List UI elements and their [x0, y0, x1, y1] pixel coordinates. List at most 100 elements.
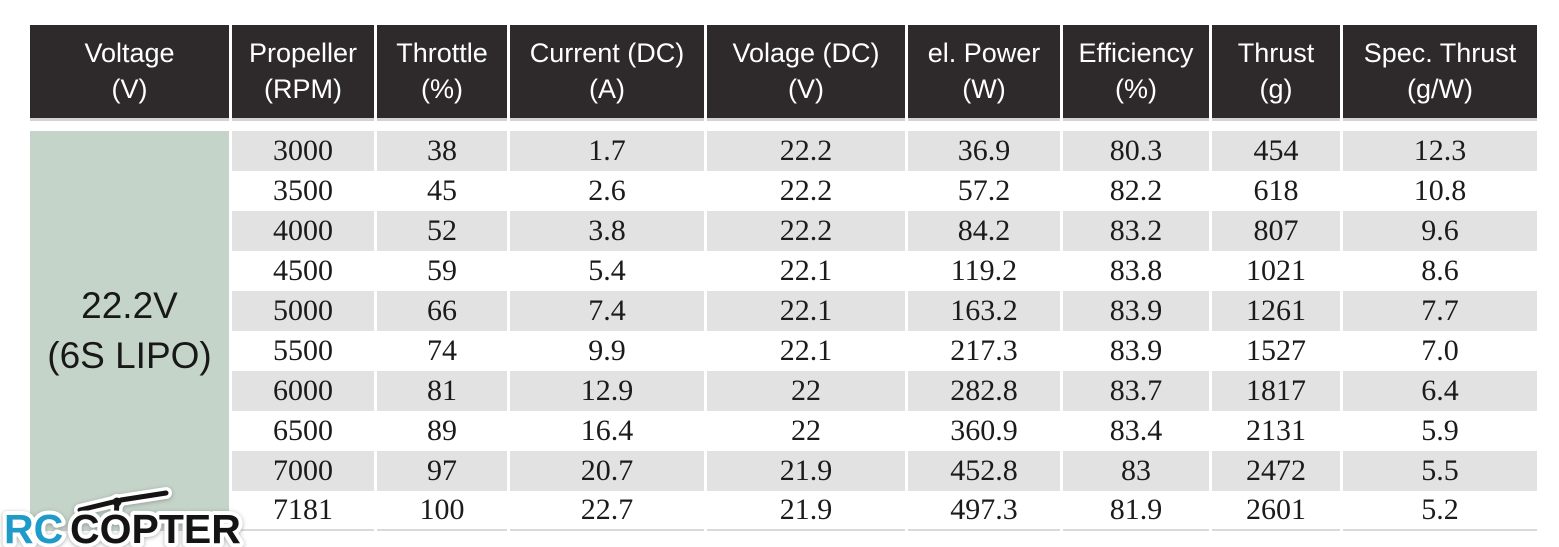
table-cell: 5.4: [510, 251, 704, 291]
header-label: Efficiency: [1078, 37, 1194, 68]
logo-text-copter: COPTER: [70, 506, 241, 547]
table-cell: 21.9: [707, 491, 905, 531]
table-cell: 84.2: [908, 211, 1060, 251]
table-cell: 1817: [1212, 371, 1340, 411]
table-cell: 5.2: [1343, 491, 1537, 531]
table-cell: 83.7: [1063, 371, 1209, 411]
table-cell: 57.2: [908, 171, 1060, 211]
table-cell: 5500: [232, 331, 374, 371]
table-cell: 36.9: [908, 131, 1060, 171]
table-cell: 360.9: [908, 411, 1060, 451]
table-cell: 83.9: [1063, 291, 1209, 331]
table-cell: 163.2: [908, 291, 1060, 331]
helicopter-rotor-icon: [74, 487, 172, 525]
table-row: 7181 100 22.7 21.9 497.3 81.9 2601 5.2: [30, 491, 1537, 531]
table-cell: 3000: [232, 131, 374, 171]
table-cell: 83: [1063, 451, 1209, 491]
table-cell: 2.6: [510, 171, 704, 211]
header-el-power: el. Power (W): [908, 25, 1060, 121]
table-row: 4000 52 3.8 22.2 84.2 83.2 807 9.6: [30, 211, 1537, 251]
table-cell: 81.9: [1063, 491, 1209, 531]
table-cell: 1527: [1212, 331, 1340, 371]
table-cell: 52: [377, 211, 507, 251]
table-cell: 7.0: [1343, 331, 1537, 371]
header-label: Voltage: [84, 37, 175, 68]
table-cell: 119.2: [908, 251, 1060, 291]
table-cell: 100: [377, 491, 507, 531]
motor-thrust-table: Voltage (V) Propeller (RPM) Throttle (%) Cu…: [27, 25, 1540, 531]
table-cell: 12.9: [510, 371, 704, 411]
table-row: 5000 66 7.4 22.1 163.2 83.9 1261 7.7: [30, 291, 1537, 331]
header-voltage: Voltage (V): [30, 25, 229, 121]
header-current: Current (DC) (A): [510, 25, 704, 121]
table-row: 4500 59 5.4 22.1 119.2 83.8 1021 8.6: [30, 251, 1537, 291]
header-throttle: Throttle (%): [377, 25, 507, 121]
header-unit: (%): [1115, 73, 1157, 104]
table-cell: 80.3: [1063, 131, 1209, 171]
table-cell: 454: [1212, 131, 1340, 171]
table-cell: 22.1: [707, 331, 905, 371]
table-cell: 22.1: [707, 291, 905, 331]
table-cell: 89: [377, 411, 507, 451]
table-cell: 217.3: [908, 331, 1060, 371]
table-cell: 7000: [232, 451, 374, 491]
table-row: 6000 81 12.9 22 282.8 83.7 1817 6.4: [30, 371, 1537, 411]
table-cell: 21.9: [707, 451, 905, 491]
table-row: 7000 97 20.7 21.9 452.8 83 2472 5.5: [30, 451, 1537, 491]
table-cell: 7181: [232, 491, 374, 531]
table-cell: 97: [377, 451, 507, 491]
table-cell: 82.2: [1063, 171, 1209, 211]
table-cell: 2472: [1212, 451, 1340, 491]
table-cell: 9.9: [510, 331, 704, 371]
table-cell: 83.8: [1063, 251, 1209, 291]
voltage-group-cell: 22.2V (6S LIPO): [30, 131, 229, 531]
table-cell: 6000: [232, 371, 374, 411]
voltage-value: 22.2V: [81, 285, 178, 327]
header-row: Voltage (V) Propeller (RPM) Throttle (%) Cu…: [30, 25, 1537, 121]
table-cell: 16.4: [510, 411, 704, 451]
header-label: Current (DC): [529, 37, 685, 68]
header-unit: (V): [788, 73, 824, 104]
table-cell: 22.2: [707, 171, 905, 211]
table-row: 6500 89 16.4 22 360.9 83.4 2131 5.9: [30, 411, 1537, 451]
header-unit: (A): [589, 73, 625, 104]
table-cell: 618: [1212, 171, 1340, 211]
table-cell: 2131: [1212, 411, 1340, 451]
table-cell: 22: [707, 371, 905, 411]
table-cell: 83.4: [1063, 411, 1209, 451]
table-cell: 7.7: [1343, 291, 1537, 331]
table-cell: 59: [377, 251, 507, 291]
table-cell: 81: [377, 371, 507, 411]
table-cell: 22: [707, 411, 905, 451]
header-label: Propeller: [248, 37, 358, 68]
header-unit: (%): [421, 73, 463, 104]
table-cell: 807: [1212, 211, 1340, 251]
table-row: 3500 45 2.6 22.2 57.2 82.2 618 10.8: [30, 171, 1537, 211]
header-unit: (V): [111, 73, 148, 104]
header-unit: (g): [1259, 73, 1293, 104]
header-label: Spec. Thrust: [1363, 37, 1517, 68]
voltage-battery-type: (6S LIPO): [47, 335, 212, 376]
table-cell: 3500: [232, 171, 374, 211]
table-cell: 38: [377, 131, 507, 171]
header-volage: Volage (DC) (V): [707, 25, 905, 121]
table-cell: 1261: [1212, 291, 1340, 331]
table-cell: 22.2: [707, 131, 905, 171]
table-cell: 497.3: [908, 491, 1060, 531]
table-cell: 5.5: [1343, 451, 1537, 491]
table-cell: 1.7: [510, 131, 704, 171]
header-unit: (g/W): [1407, 73, 1473, 104]
header-label: Throttle: [396, 37, 488, 68]
table-cell: 74: [377, 331, 507, 371]
header-label: el. Power: [927, 37, 1041, 68]
table-cell: 452.8: [908, 451, 1060, 491]
table-cell: 9.6: [1343, 211, 1537, 251]
header-spec-thrust: Spec. Thrust (g/W): [1343, 25, 1537, 121]
table-cell: 7.4: [510, 291, 704, 331]
table-cell: 45: [377, 171, 507, 211]
table-cell: 66: [377, 291, 507, 331]
table-cell: 4000: [232, 211, 374, 251]
table-cell: 282.8: [908, 371, 1060, 411]
table-cell: 6.4: [1343, 371, 1537, 411]
